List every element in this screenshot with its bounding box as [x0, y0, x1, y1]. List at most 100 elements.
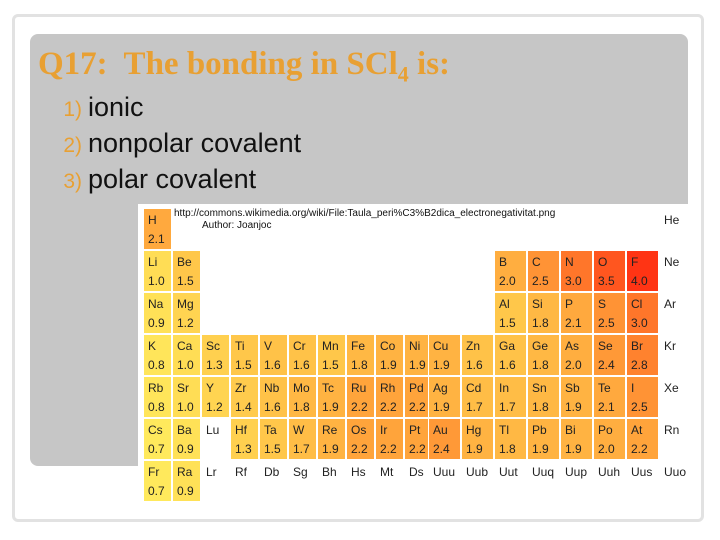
element-symbol: Ru	[351, 381, 367, 395]
element-cell: Uuu	[428, 460, 461, 502]
element-symbol: Ba	[177, 423, 192, 437]
element-symbol: Cr	[293, 339, 306, 353]
element-symbol: Zn	[466, 339, 481, 353]
electronegativity: 2.2	[409, 442, 426, 456]
element-cell: At 2.2	[626, 418, 659, 460]
option-number: 1)	[63, 98, 82, 121]
element-cell: Sn 1.8	[527, 376, 560, 418]
element-cell: Cr 1.6	[288, 334, 317, 376]
element-cell: Tc 1.9	[317, 376, 346, 418]
element-cell: Cl 3.0	[626, 292, 659, 334]
element-cell: Uus	[626, 460, 659, 502]
electronegativity: 1.9	[532, 442, 549, 456]
element-symbol: Uuh	[598, 465, 621, 479]
option-number: 2)	[63, 134, 82, 157]
element-symbol: Cu	[433, 339, 449, 353]
element-symbol: Po	[598, 423, 613, 437]
electronegativity: 2.5	[631, 400, 648, 414]
element-symbol: Zr	[235, 381, 247, 395]
element-cell: Ta 1.5	[259, 418, 288, 460]
element-cell: V 1.6	[259, 334, 288, 376]
element-symbol: Sr	[177, 381, 189, 395]
element-symbol: Be	[177, 255, 192, 269]
source-url: http://commons.wikimedia.org/wiki/File:T…	[174, 208, 556, 219]
element-symbol: Uuu	[433, 465, 456, 479]
element-symbol: Sb	[565, 381, 580, 395]
element-cell: Db	[259, 460, 288, 502]
element-symbol: Pd	[409, 381, 424, 395]
element-cell: I 2.5	[626, 376, 659, 418]
element-cell: Po 2.0	[593, 418, 626, 460]
electronegativity: 1.9	[565, 442, 582, 456]
element-symbol: Ta	[264, 423, 277, 437]
element-cell: Al 1.5	[494, 292, 527, 334]
element-symbol: O	[598, 255, 608, 269]
electronegativity: 1.2	[206, 400, 223, 414]
electronegativity: 1.9	[380, 358, 397, 372]
electronegativity: 1.3	[235, 442, 252, 456]
electronegativity: 1.0	[177, 358, 194, 372]
element-symbol: B	[499, 255, 508, 269]
element-cell: Sc 1.3	[201, 334, 230, 376]
electronegativity: 2.2	[409, 400, 426, 414]
element-cell: C 2.5	[527, 250, 560, 292]
electronegativity: 2.5	[598, 316, 615, 330]
element-cell: Br 2.8	[626, 334, 659, 376]
electronegativity: 1.9	[433, 358, 450, 372]
element-cell: Os 2.2	[346, 418, 375, 460]
electronegativity: 1.9	[322, 400, 339, 414]
element-cell: Mn 1.5	[317, 334, 346, 376]
element-cell: Ir 2.2	[375, 418, 404, 460]
element-cell: Mt	[375, 460, 404, 502]
electronegativity: 1.2	[177, 316, 194, 330]
electronegativity: 1.5	[177, 274, 194, 288]
element-cell: Pb 1.9	[527, 418, 560, 460]
option: 1) ionic	[18, 92, 144, 123]
element-symbol: Re	[322, 423, 338, 437]
option-text: ionic	[88, 92, 144, 122]
element-symbol: Hg	[466, 423, 482, 437]
element-symbol: Db	[264, 465, 280, 479]
electronegativity: 1.6	[264, 358, 281, 372]
element-symbol: Pt	[409, 423, 421, 437]
title-tail: is:	[408, 46, 451, 82]
element-cell: Bh	[317, 460, 346, 502]
slide-title: Q17: The bonding in SCl4 is:	[38, 46, 450, 88]
element-symbol: Cs	[148, 423, 163, 437]
element-cell: Hs	[346, 460, 375, 502]
electronegativity: 1.3	[206, 358, 223, 372]
element-symbol: Na	[148, 297, 164, 311]
element-symbol: Rf	[235, 465, 247, 479]
element-cell: Ra 0.9	[172, 460, 201, 502]
element-symbol: Lr	[206, 465, 217, 479]
element-cell: Fr 0.7	[143, 460, 172, 502]
author: Author: Joanjoc	[202, 220, 272, 231]
element-cell: Uuo	[659, 460, 688, 502]
element-cell: Au 2.4	[428, 418, 461, 460]
electronegativity: 1.7	[293, 442, 310, 456]
electronegativity: 0.9	[177, 484, 194, 498]
element-cell: Sg	[288, 460, 317, 502]
electronegativity: 1.7	[499, 400, 516, 414]
element-symbol: Fe	[351, 339, 366, 353]
element-cell: Nb 1.6	[259, 376, 288, 418]
element-symbol: Ar	[664, 297, 676, 311]
element-symbol: Rn	[664, 423, 680, 437]
element-symbol: Cd	[466, 381, 482, 395]
element-symbol: Sn	[532, 381, 547, 395]
element-symbol: Ra	[177, 465, 193, 479]
title-text: Q17: The bonding in SCl	[38, 46, 398, 82]
electronegativity: 1.8	[499, 442, 516, 456]
element-symbol: Au	[433, 423, 448, 437]
electronegativity: 2.2	[351, 442, 368, 456]
element-symbol: F	[631, 255, 639, 269]
electronegativity: 2.0	[598, 442, 615, 456]
element-symbol: S	[598, 297, 607, 311]
element-symbol: Sg	[293, 465, 308, 479]
electronegativity: 0.7	[148, 442, 165, 456]
periodic-table-image: http://commons.wikimedia.org/wiki/File:T…	[138, 204, 688, 503]
element-cell: Sr 1.0	[172, 376, 201, 418]
element-cell: Zr 1.4	[230, 376, 259, 418]
element-symbol: Cl	[631, 297, 643, 311]
